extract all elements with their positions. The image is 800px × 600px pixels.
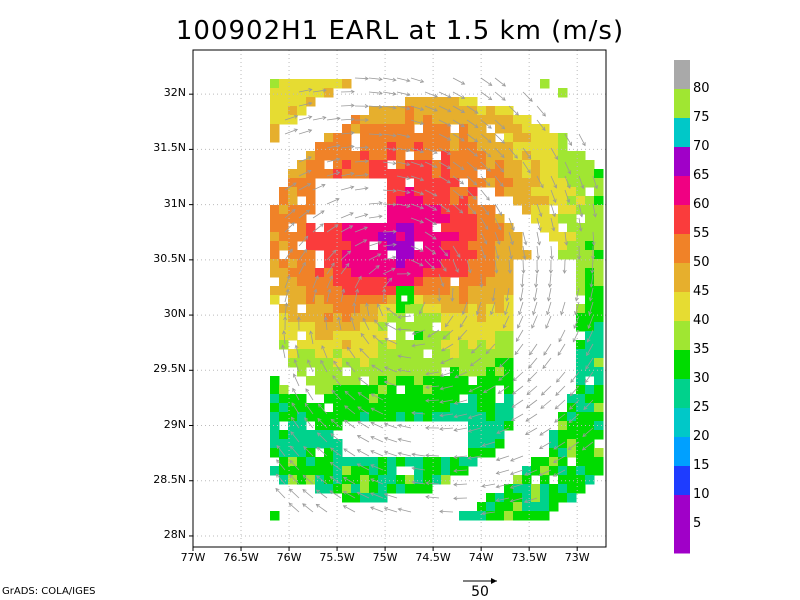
lon-label: 74.5W (415, 551, 451, 564)
colorbar-label: 5 (693, 516, 702, 531)
lon-label: 73.5W (511, 551, 547, 564)
colorbar-swatch (674, 437, 690, 467)
lat-label: 28N (163, 527, 186, 541)
colorbar-label: 80 (693, 81, 710, 96)
colorbar-label: 10 (693, 487, 710, 502)
colorbar-label: 55 (693, 226, 710, 241)
colorbar-swatch (674, 350, 690, 380)
lat-label: 28.5N (153, 472, 186, 486)
colorbar-swatch (674, 147, 690, 177)
lat-label: 29N (163, 417, 186, 431)
colorbar-swatch (674, 408, 690, 438)
colorbar-label: 40 (693, 313, 710, 328)
colorbar-swatch (674, 263, 690, 293)
map-frame (192, 49, 607, 548)
colorbar-label: 25 (693, 400, 710, 415)
lon-label: 76.5W (223, 551, 259, 564)
credit-text: GrADS: COLA/IGES (2, 586, 96, 597)
lon-label: 75.5W (319, 551, 355, 564)
colorbar-label: 70 (693, 139, 710, 154)
colorbar-label: 65 (693, 168, 710, 183)
map-title: 100902H1 EARL at 1.5 km (m/s) (175, 16, 625, 46)
wind-vectors (275, 76, 598, 516)
colorbar-swatch (674, 292, 690, 322)
wind-speed-field (270, 79, 604, 521)
lat-label: 29.5N (153, 362, 186, 376)
colorbar-label: 45 (693, 284, 710, 299)
colorbar-swatch (674, 466, 690, 496)
colorbar-label: 15 (693, 458, 710, 473)
colorbar-label: 50 (693, 255, 710, 270)
reference-vector-label: 50 (471, 584, 489, 600)
colorbar-swatch (674, 524, 690, 554)
reference-vector (463, 578, 497, 584)
colorbar-swatch (674, 118, 690, 148)
lat-label: 31N (163, 196, 186, 210)
axis-ticks (189, 93, 578, 551)
colorbar-swatch (674, 89, 690, 119)
colorbar-swatch (674, 234, 690, 264)
lat-label: 32N (163, 86, 186, 100)
lon-label: 73W (564, 551, 590, 564)
colorbar (674, 60, 690, 554)
colorbar-swatch (674, 495, 690, 525)
colorbar-swatch (674, 205, 690, 235)
colorbar-label: 30 (693, 371, 710, 386)
lat-label: 30.5N (153, 251, 186, 265)
colorbar-swatch (674, 60, 690, 90)
lon-label: 75W (372, 551, 398, 564)
colorbar-label: 35 (693, 342, 710, 357)
lat-label: 31.5N (153, 141, 186, 155)
colorbar-label: 20 (693, 429, 710, 444)
lon-label: 77W (180, 551, 206, 564)
colorbar-label: 75 (693, 110, 710, 125)
colorbar-label: 60 (693, 197, 710, 212)
lat-label: 30N (163, 307, 186, 321)
colorbar-swatch (674, 321, 690, 351)
colorbar-swatch (674, 176, 690, 206)
colorbar-swatch (674, 379, 690, 409)
lon-label: 76W (276, 551, 302, 564)
lon-label: 74W (468, 551, 494, 564)
grid-lines (192, 50, 606, 547)
